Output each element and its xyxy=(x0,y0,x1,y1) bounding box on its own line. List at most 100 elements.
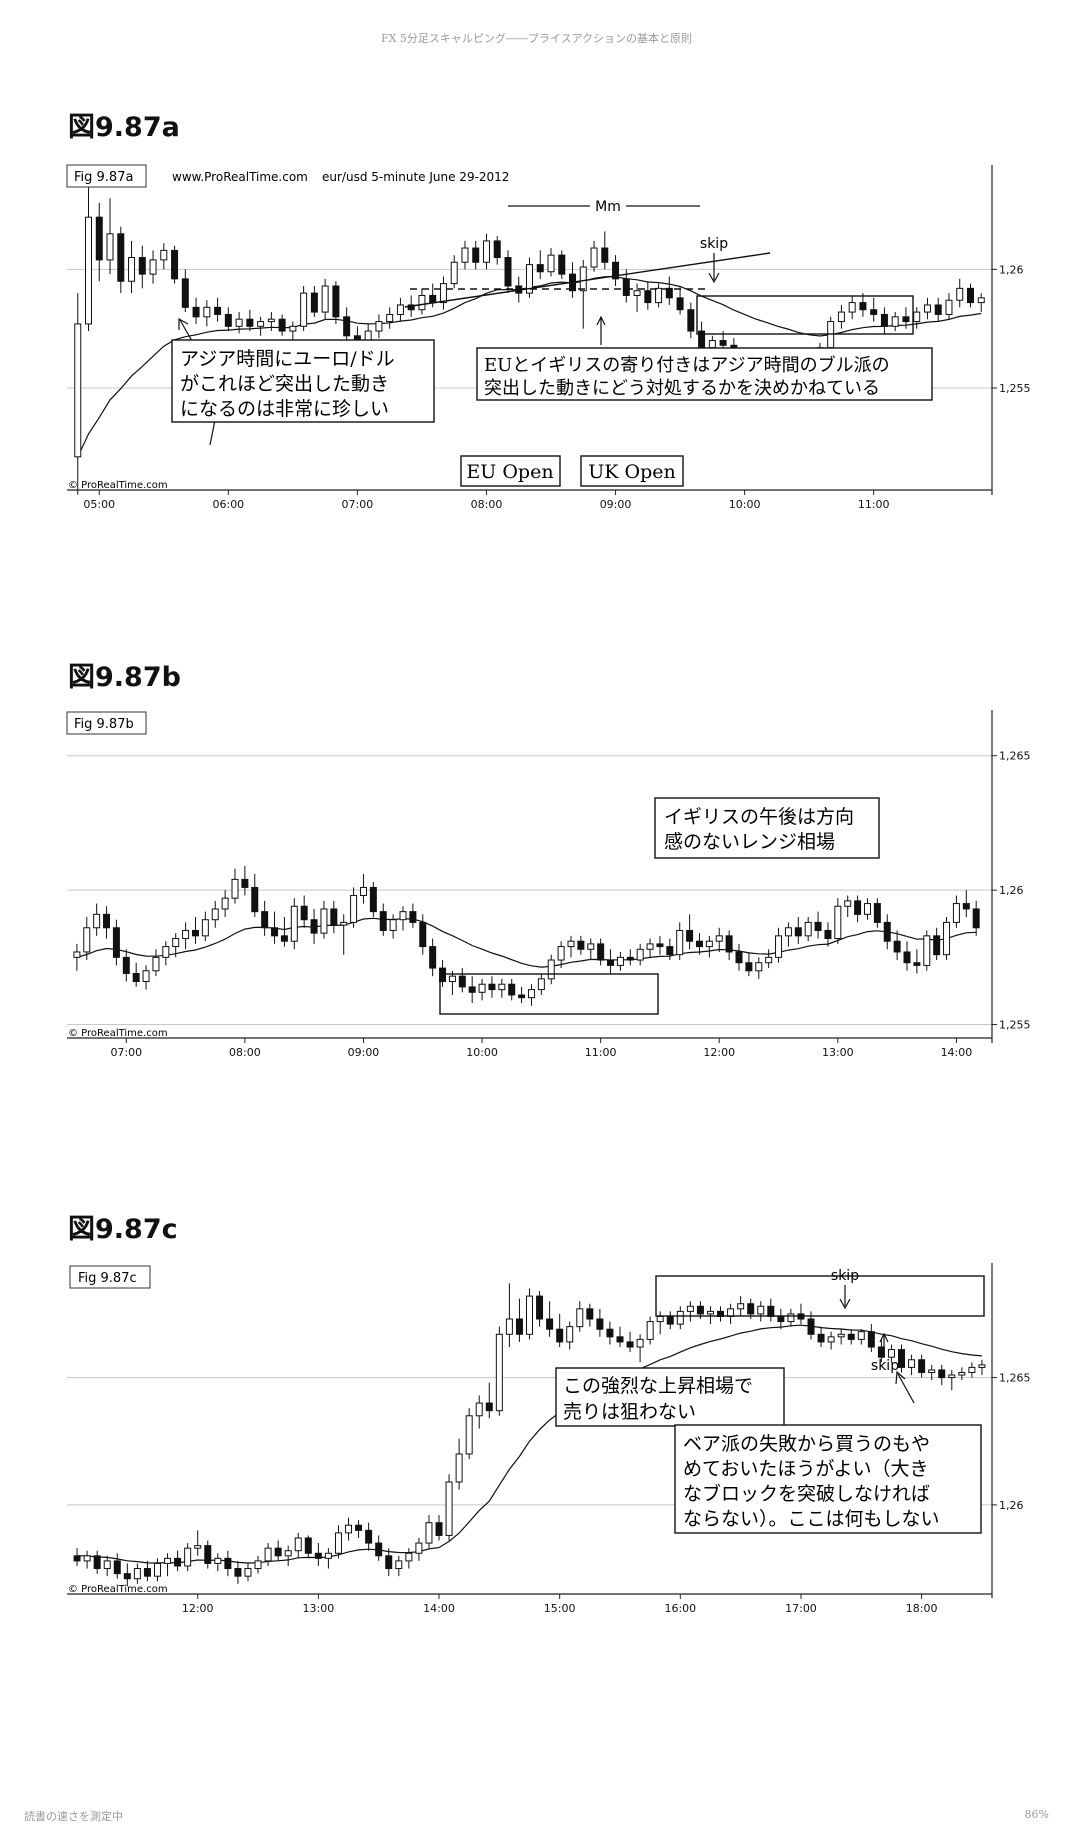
chart-b-candle-bull xyxy=(952,903,960,923)
chart-c-candle-bull xyxy=(415,1542,423,1554)
chart-b-candle-bull xyxy=(399,911,407,921)
svg-text:ベア派の失敗から買うのもや: ベア派の失敗から買うのもや xyxy=(683,1433,930,1455)
chart-b-x-tick-label: 11:00 xyxy=(585,1046,617,1059)
chart-a-candle-bear xyxy=(719,340,727,346)
chart-c-y-ticks: 1,265 1,26 xyxy=(992,1372,1031,1512)
chart-c-candle-bull xyxy=(425,1522,433,1544)
chart-b-candle-bull xyxy=(350,895,358,923)
chart-a-candle-bull xyxy=(655,287,663,304)
chart-a-x-tick-label: 11:00 xyxy=(858,498,890,511)
chart-c-candle-bear xyxy=(365,1529,373,1544)
chart-a-candle-bear xyxy=(343,316,351,337)
chart-a-candle-bear xyxy=(870,309,878,315)
chart-a-candle-bear xyxy=(665,287,673,299)
chart-c-candle-bull xyxy=(194,1545,202,1549)
chart-c-candle-bear xyxy=(536,1295,544,1320)
chart-b-candle-bear xyxy=(626,956,634,961)
chart-b-candle-bear xyxy=(468,986,476,993)
chart-c-candle-bull xyxy=(646,1321,654,1340)
chart-b-label-box xyxy=(66,711,147,735)
chart-a-candle-bear xyxy=(934,304,942,315)
chart-a-candle-bull xyxy=(450,261,458,285)
chart-a-candle-bull xyxy=(267,318,275,323)
chart-c-candle-bull xyxy=(908,1359,916,1368)
chart-a-candle-bear xyxy=(278,318,286,332)
chart-a-candle-bear xyxy=(246,318,254,327)
chart-c-candle-bull xyxy=(787,1313,795,1323)
chart-c-candle-bear xyxy=(898,1349,906,1368)
chart-b-candle-bull xyxy=(211,908,219,921)
chart-a-candle-bear xyxy=(504,257,512,287)
chart-b-candle-bear xyxy=(122,956,130,974)
chart-a-candle-bull xyxy=(837,311,845,323)
chart-c-candle-bull xyxy=(184,1547,192,1567)
chart-c-candle-bull xyxy=(495,1333,503,1412)
chart-c-candle-bear xyxy=(606,1328,614,1338)
chart-a-x-tick-label: 05:00 xyxy=(83,498,115,511)
chart-c-copyright: © ProRealTime.com xyxy=(68,1584,168,1595)
chart-b-candle-bull xyxy=(182,929,190,940)
chart-a-asia-arrowhead xyxy=(178,317,189,330)
chart-a-candle-bear xyxy=(536,264,544,273)
chart-c-x-tick-label: 18:00 xyxy=(906,1602,938,1615)
chart-b-candle-bull xyxy=(547,959,555,980)
chart-a-lower-arrow xyxy=(209,419,216,446)
chart-c-axes xyxy=(67,1263,993,1598)
chart-b-ema-line xyxy=(76,917,977,968)
chart-b: 07:00 08:00 09:00 10:00 11:00 12:00 13:00 14:00… xyxy=(66,710,1031,1059)
chart-c-candle-bear xyxy=(556,1328,564,1343)
chart-c-candle-bear xyxy=(224,1557,232,1570)
chart-b-candle-bear xyxy=(103,913,111,929)
chart-b-candle-bull xyxy=(705,940,713,948)
chart-c-candle-bull xyxy=(264,1547,272,1562)
chart-c-y-tick-label: 1,26 xyxy=(999,1499,1024,1512)
chart-a-mm-label: Mm xyxy=(595,199,621,215)
chart-b-candle-bull xyxy=(834,905,842,940)
chart-a-candle-bull xyxy=(439,283,447,304)
chart-c-candle-bull xyxy=(334,1532,342,1554)
chart-b-grid xyxy=(67,755,992,1026)
chart-b-candle-bull xyxy=(93,913,101,929)
chart-b-candles xyxy=(73,865,980,1006)
chart-a-candle-bull xyxy=(203,306,211,318)
chart-a-candle-bull xyxy=(149,259,157,275)
chart-b-candle-bull xyxy=(83,927,91,953)
chart-b-candle-bear xyxy=(369,886,377,913)
chart-c-label-box xyxy=(69,1265,151,1289)
chart-b-candle-bull xyxy=(616,956,624,966)
chart-c-candle-bull xyxy=(958,1371,966,1376)
chart-c-x-tick-label: 15:00 xyxy=(544,1602,576,1615)
chart-c-trading-range-box xyxy=(655,1275,985,1317)
chart-b-candle-bull xyxy=(775,935,783,958)
chart-b-candle-bear xyxy=(893,940,901,953)
chart-b-candle-bull xyxy=(784,927,792,937)
chart-b-candle-bear xyxy=(686,929,694,942)
chart-c-candle-bull xyxy=(566,1326,574,1343)
chart-b-candle-bear xyxy=(962,903,970,910)
chart-c-candle-bear xyxy=(385,1555,393,1570)
chart-a-eu-arrowhead xyxy=(596,315,606,326)
chart-c-candle-bull xyxy=(757,1305,765,1315)
chart-b-candle-bear xyxy=(132,972,140,983)
chart-b-x-tick-label: 08:00 xyxy=(229,1046,261,1059)
chart-c-candle-bull xyxy=(737,1303,745,1310)
chart-b-candle-bear xyxy=(883,921,891,942)
chart-a-candle-bull xyxy=(106,233,114,261)
chart-a-trendline xyxy=(404,252,771,308)
chart-a-label-box xyxy=(66,164,147,188)
chart-a-note-asia: アジア時間にユーロ/ドル がこれほど突出した動き になるのは非常に珍しい xyxy=(171,339,435,423)
chart-b-candle-bull xyxy=(73,951,81,958)
chart-a-candle-bear xyxy=(117,233,125,282)
chart-a-candle-bear xyxy=(880,313,888,327)
chart-c-candle-bull xyxy=(294,1537,302,1552)
footer-progress: 86% xyxy=(1024,1808,1049,1821)
chart-c-candle-bear xyxy=(938,1369,946,1379)
chart-b-candle-bull xyxy=(359,886,367,897)
chart-a-candle-bull xyxy=(913,311,921,323)
chart-a-skip-label: skip xyxy=(700,236,728,252)
chart-c-candle-bear xyxy=(355,1524,363,1531)
chart-c-candle-bull xyxy=(928,1369,936,1373)
chart-b-candle-bear xyxy=(597,943,605,961)
chart-c-candle-bull xyxy=(244,1568,252,1577)
chart-c-candle-bull xyxy=(686,1305,694,1312)
